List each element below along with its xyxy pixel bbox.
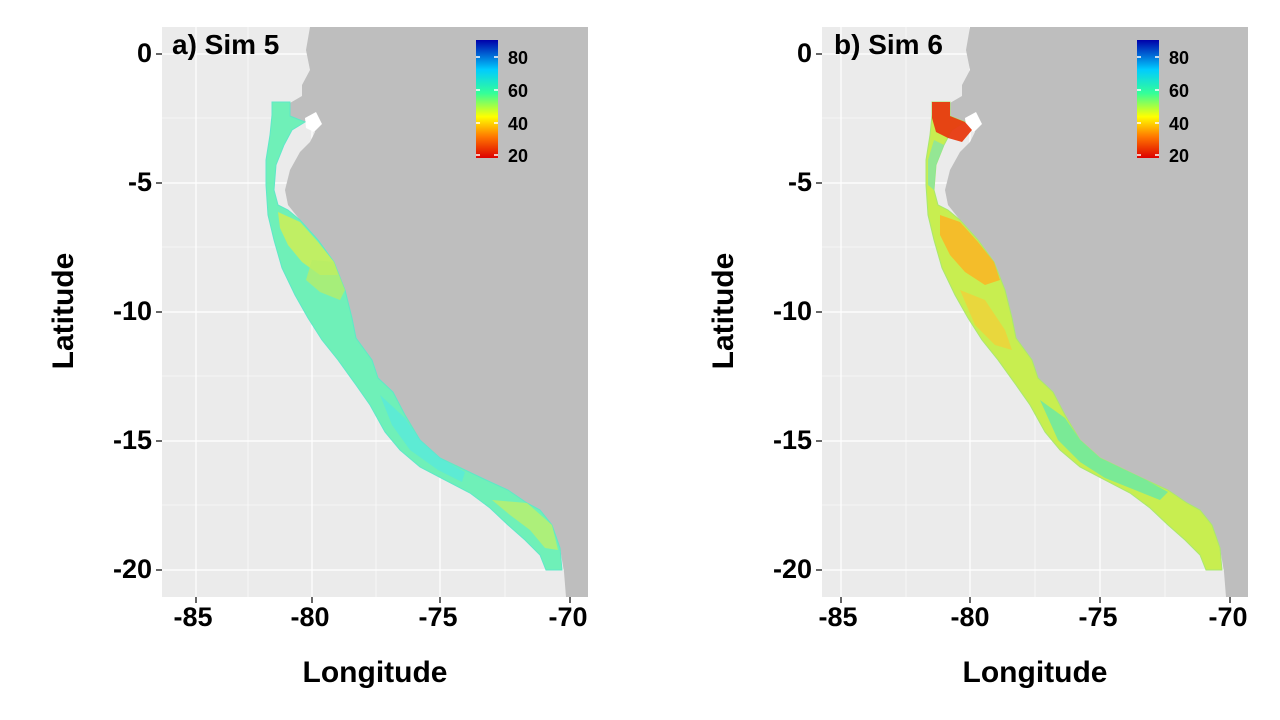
colorbar-ticks <box>476 56 498 156</box>
data-band <box>925 101 1223 571</box>
x-tick-label: -70 <box>548 602 588 632</box>
colorbar-tick-label: 80 <box>508 48 528 68</box>
x-axis-label: Longitude <box>302 656 448 689</box>
x-axis-label: Longitude <box>962 656 1108 689</box>
x-tick-label: -80 <box>950 602 990 632</box>
data-patch <box>1040 400 1168 500</box>
colorbar <box>1137 40 1159 158</box>
colorbar-ticks <box>1137 56 1159 156</box>
y-tick-label: -20 <box>112 554 152 584</box>
y-tick-label: -5 <box>787 167 812 197</box>
land-mass <box>945 27 1248 597</box>
colorbar-tick-label: 60 <box>1169 81 1189 101</box>
colorbar <box>476 40 498 158</box>
data-patch <box>380 395 465 482</box>
y-axis-label: Latitude <box>707 252 740 370</box>
x-tick-label: -80 <box>290 602 330 632</box>
data-patch <box>492 500 558 550</box>
y-tick-label: -15 <box>772 425 812 455</box>
y-tick-label: -5 <box>127 167 152 197</box>
colorbar-tick-label: 40 <box>508 114 528 134</box>
data-patch <box>960 290 1012 350</box>
colorbar-tick-label: 40 <box>1169 114 1189 134</box>
data-patch <box>940 215 1000 285</box>
y-tick-label: -20 <box>772 554 812 584</box>
x-tick-label: -75 <box>418 602 458 632</box>
data-patch <box>928 140 944 190</box>
land-mass <box>285 27 588 597</box>
data-patch <box>932 102 972 142</box>
x-tick-label: -85 <box>173 602 213 632</box>
y-tick-label: 0 <box>796 38 812 68</box>
data-patch <box>278 212 338 275</box>
panel-title: a) Sim 5 <box>172 29 279 60</box>
y-tick-label: -10 <box>112 296 152 326</box>
x-tick-label: -75 <box>1078 602 1118 632</box>
axis-tick-marks <box>816 53 1231 603</box>
gulf-inlet <box>305 112 322 132</box>
y-tick-label: -15 <box>112 425 152 455</box>
colorbar-tick-label: 20 <box>1169 146 1189 166</box>
x-tick-label: -70 <box>1208 602 1248 632</box>
y-tick-label: 0 <box>136 38 152 68</box>
x-tick-label: -85 <box>818 602 858 632</box>
panel-title: b) Sim 6 <box>834 29 943 60</box>
data-patch <box>306 260 345 300</box>
colorbar-tick-label: 60 <box>508 81 528 101</box>
axis-tick-marks <box>156 53 571 603</box>
colorbar-tick-label: 80 <box>1169 48 1189 68</box>
y-tick-label: -10 <box>772 296 812 326</box>
colorbar-tick-label: 20 <box>508 146 528 166</box>
